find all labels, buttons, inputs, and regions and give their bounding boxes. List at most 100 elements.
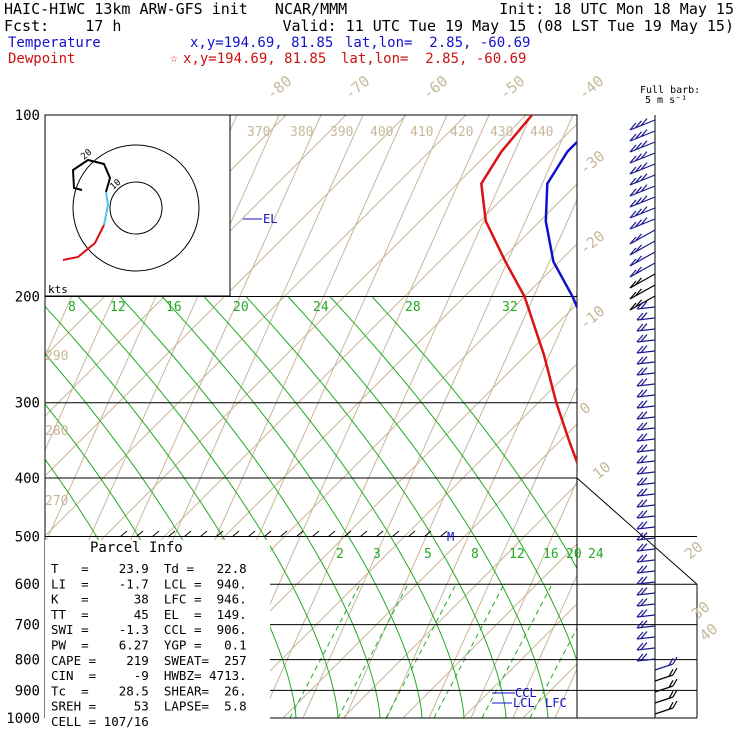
wind-barb-flag [629,280,637,289]
isotherm-tick-label: 40 [696,620,721,645]
wind-barb-flag [640,576,648,584]
isotherm-tick-label: 20 [681,538,706,563]
wind-barb-flag [640,565,648,573]
freezing-hatch [311,530,320,538]
wind-barb-flag [640,587,648,595]
freezing-hatch [263,530,272,538]
wind-barb-flag [640,162,648,170]
wind-barb [636,537,656,541]
pressure-tick-label: 600 [15,577,40,593]
wind-barb-flag [636,543,644,552]
wind-barb [636,317,656,321]
wind-barb [636,350,656,354]
parcel-row: LI = -1.7 LCL = 940. [51,576,247,591]
pressure-tick-label: 500 [15,529,40,545]
theta-label: 290 [45,349,68,364]
wind-barb [629,163,656,175]
wind-barb [636,482,656,486]
wind-barb-flag [640,510,648,518]
freezing-hatch [343,530,352,538]
dry-adiabat-line [302,115,574,719]
pressure-tick-label: 700 [15,618,40,634]
wind-barb-flag [636,400,644,409]
wind-barb-flag [629,133,637,142]
wind-barb-flag [636,477,644,486]
isotherm-tick-label: -50 [496,72,528,103]
wind-barb-flag [629,177,637,186]
wind-barb [636,427,656,431]
pressure-tick-label: 800 [15,653,40,669]
mixing-ratio-line [529,627,577,719]
parcel-row: K = 38 LFC = 946. [51,592,247,607]
wind-barb [636,603,656,607]
wind-barb [629,262,656,278]
dewpoint-profile [480,115,577,466]
wind-barb-flag [629,122,637,131]
wind-barb [636,636,656,640]
wind-barb-flag [640,151,648,159]
wind-barb [629,273,656,289]
wind-barb-flag [640,444,648,452]
wind-barb-flag [635,131,642,140]
wind-barb-flag [636,334,644,343]
pressure-tick-label: 400 [15,471,40,487]
wind-barb [636,471,656,475]
wind-barb-flag [629,144,637,153]
wind-barb-flag [640,378,648,386]
wind-barb-flag [635,142,642,151]
isotherm-line [462,603,577,719]
hodograph-trace-mid [103,191,110,226]
wind-barb-flag [635,266,642,275]
dry-adiabat-line [723,115,740,718]
dry-adiabat-line [512,573,577,719]
header-init: Init: 18 UTC Mon 18 May 15 [499,0,734,18]
freezing-hatch [407,530,416,538]
wind-barb-flag [640,620,648,628]
freezing-hatch [295,530,304,538]
wind-barb [636,515,656,519]
wind-barb-flag [668,691,674,699]
temperature-label: Temperature [8,35,101,51]
mixing-ratio-line [578,584,648,718]
wind-barb-flag [668,702,674,710]
mixing-ratio-label: 8 [68,300,76,315]
dewpoint-star-icon: ☆ [170,51,178,66]
wind-barb [654,707,674,715]
wind-barb-flag [635,186,642,195]
wind-barb-flag [629,247,637,256]
wind-barb-flag [636,345,644,354]
parcel-row: SWI = -1.3 CCL = 906. [51,622,247,637]
wind-barb [629,284,656,300]
freezing-hatch [167,530,176,538]
freezing-hatch [391,530,400,538]
wind-barb-flag [636,532,644,541]
m-marker: M [447,530,454,544]
parcel-row: CAPE = 219 SWEAT= 257 [51,653,247,668]
wind-barb-flag [640,118,648,126]
wind-barb-flag [640,455,648,463]
isotherm-tick-label: 10 [589,458,614,483]
wind-barb-flag [640,129,648,137]
dry-adiabat-line [597,115,740,718]
isotherm-line [342,483,577,719]
theta-label: 440 [530,125,553,140]
wind-barb [629,196,656,208]
wind-barb-flag [636,312,644,321]
wind-barb [629,119,656,131]
isotherm-tick-label: -20 [576,227,608,258]
wind-barb [636,504,656,508]
wind-barb-flag [640,411,648,419]
theta-label: 390 [330,125,353,140]
moist-adiabat-line [245,296,507,719]
wind-barb [629,240,656,256]
dewpoint-xy: x,y=194.69, 81.85 [183,51,327,67]
wind-barb [636,306,656,310]
wind-barb [636,460,656,464]
wind-barb-flag [636,378,644,387]
mixing-ratio-line [337,583,409,719]
wind-barb-flag [640,206,648,214]
wind-barb-flag [635,255,642,264]
dry-adiabat-line [470,480,577,719]
wind-barb [636,625,656,629]
